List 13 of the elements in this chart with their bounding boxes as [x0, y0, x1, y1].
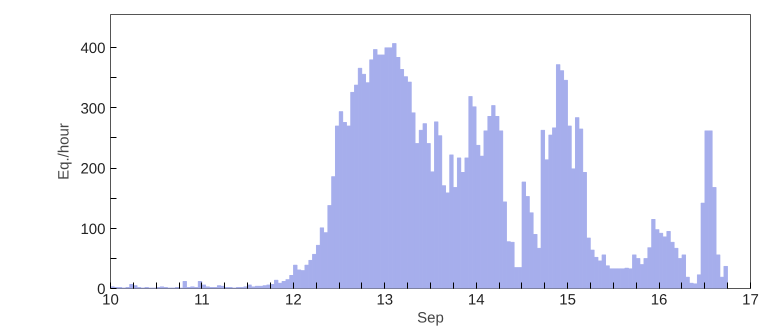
x-axis-title: Sep	[417, 310, 444, 326]
x-tick-label: 11	[194, 292, 210, 308]
x-tick-label: 13	[376, 292, 394, 308]
x-tick-label: 17	[742, 292, 759, 308]
y-tick-label: 200	[80, 160, 106, 178]
x-tick-label: 16	[650, 292, 668, 308]
x-tick-label: 15	[559, 292, 576, 308]
x-tick-label: 14	[468, 292, 485, 308]
y-tick-label: 400	[80, 40, 106, 58]
y-tick-label: 300	[80, 100, 106, 118]
y-axis-title: Eq./hour	[55, 123, 72, 180]
x-tick-label: 12	[285, 292, 302, 308]
y-tick-label: 100	[80, 220, 106, 238]
